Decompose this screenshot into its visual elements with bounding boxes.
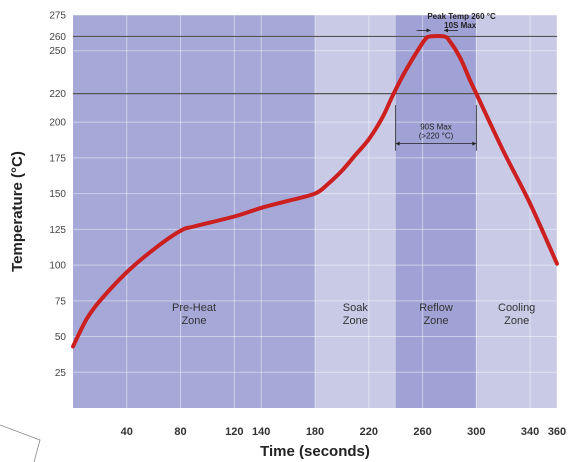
y-axis-ticks: 25 50 75 100 125 150 175 200 220 250 260 275: [49, 11, 66, 379]
y-tick-label-7: 200: [49, 118, 66, 129]
x-tick-label-3: 140: [252, 426, 270, 438]
y-tick-label-5: 150: [49, 189, 66, 200]
x-tick-label-4: 180: [306, 426, 324, 438]
y-axis-title: Temperature (°C): [9, 151, 26, 272]
zone-band-3: [476, 15, 557, 408]
zone-label-3-line2: Zone: [504, 315, 529, 327]
x-tick-label-0: 40: [121, 426, 133, 438]
zone-band-0: [73, 15, 315, 408]
zone-bands: [73, 15, 557, 408]
y-tick-label-3: 100: [49, 261, 66, 272]
x-tick-label-5: 220: [360, 426, 378, 438]
x-tick-label-7: 300: [467, 426, 485, 438]
zone-band-2: [395, 15, 477, 408]
zone-label-3-line1: Cooling: [498, 302, 535, 314]
peak-arrowhead-left: [426, 28, 431, 33]
y-tick-label-8: 220: [49, 89, 66, 100]
y-tick-label-1: 50: [55, 332, 67, 343]
above-220-arrowhead-right: [472, 141, 477, 146]
temperature-curve: [71, 33, 559, 349]
zone-label-1-line2: Zone: [343, 315, 368, 327]
page-corner-decoration: [0, 424, 41, 462]
x-axis-ticks: 40 80 120 140 180 220 260 300 340 360: [121, 426, 567, 438]
zone-label-0-line2: Zone: [181, 315, 206, 327]
y-tick-label-0: 25: [55, 368, 67, 379]
y-tick-label-11: 275: [49, 11, 66, 22]
y-tick-label-10: 260: [49, 32, 66, 43]
zone-label-2-line2: Zone: [423, 315, 448, 327]
zone-labels: Pre-HeatZoneSoakZoneReflowZoneCoolingZon…: [172, 302, 535, 327]
above-220-arrowhead-left: [395, 141, 400, 146]
y-tick-label-6: 175: [49, 153, 66, 164]
zone-label-0-line1: Pre-Heat: [172, 302, 216, 314]
above-220-annotation-line2: (>220 °C): [419, 131, 454, 140]
zone-label-2-line1: Reflow: [419, 302, 453, 314]
x-axis-title: Time (seconds): [260, 443, 370, 460]
peak-arrowhead-right: [444, 28, 449, 33]
peak-annotation-line2: 10S Max: [444, 21, 477, 30]
x-tick-label-8: 340: [521, 426, 539, 438]
peak-annotation-line1: Peak Temp 260 °C: [427, 12, 496, 21]
x-tick-label-9: 360: [548, 426, 566, 438]
y-tick-label-2: 75: [55, 296, 67, 307]
y-tick-label-9: 250: [49, 46, 66, 57]
y-tick-label-4: 125: [49, 225, 66, 236]
x-tick-label-6: 260: [413, 426, 431, 438]
x-tick-label-1: 80: [174, 426, 186, 438]
zone-label-1-line1: Soak: [343, 302, 369, 314]
x-tick-label-2: 120: [225, 426, 243, 438]
zone-band-1: [315, 15, 396, 408]
above-220-annotation-line1: 90S Max: [420, 122, 452, 131]
